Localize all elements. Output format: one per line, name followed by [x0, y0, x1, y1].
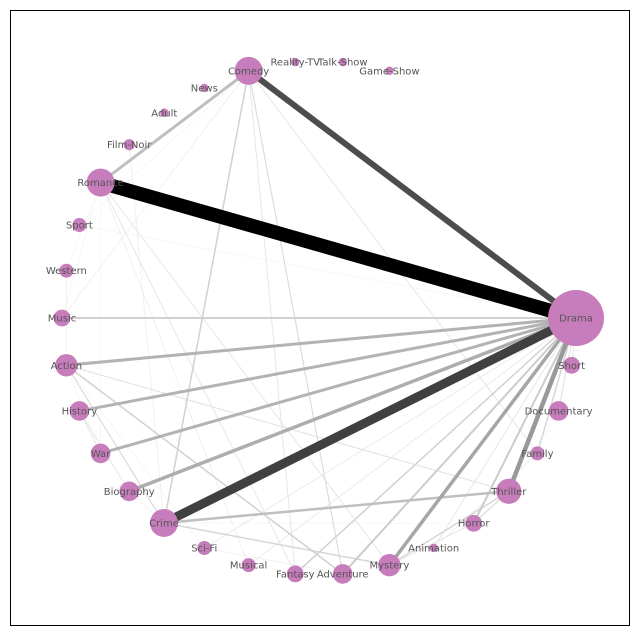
edge-drama-history	[79, 316, 577, 413]
edge-drama-comedy	[246, 68, 578, 321]
node-romance	[86, 168, 115, 197]
node-label-news: News	[191, 84, 218, 95]
node-history	[69, 401, 90, 421]
node-animation	[429, 543, 438, 553]
edge-drama-animation	[433, 317, 577, 549]
edge-drama-biography	[128, 316, 577, 493]
node-label-short: Short	[558, 361, 585, 372]
edge-drama-adventure	[342, 317, 577, 575]
node-label-drama: Drama	[559, 314, 593, 325]
edge-romance-mystery	[100, 182, 390, 566]
node-reality-tv	[291, 57, 300, 67]
node-drama	[548, 290, 604, 346]
node-label-horror: Horror	[458, 519, 491, 530]
node-label-music: Music	[48, 314, 76, 325]
edge-romance-comedy	[99, 69, 250, 184]
node-label-thriller: Thriller	[490, 487, 527, 498]
edge-comedy-adventure	[248, 70, 344, 575]
node-label-action: Action	[51, 361, 82, 372]
node-label-biography: Biography	[104, 487, 155, 498]
node-label-game-show: Game-Show	[359, 66, 419, 77]
node-label-romance: Romance	[77, 178, 123, 189]
label-layer: Drama Short Documentary Family Thriller Horro…	[46, 58, 593, 581]
edge-drama-war	[100, 316, 577, 455]
edge-layer	[61, 68, 579, 575]
node-label-reality-tv: Reality-TV	[270, 58, 320, 69]
edge-drama-mystery	[388, 316, 578, 567]
node-horror	[465, 514, 483, 532]
edge-crime-film-noir	[128, 144, 165, 524]
edge-crime-comedy	[163, 70, 250, 524]
node-fantasy	[286, 565, 304, 583]
edge-drama-fantasy	[294, 317, 577, 575]
node-label-sci-fi: Sci-Fi	[191, 543, 217, 554]
node-talk-show	[338, 57, 347, 67]
edge-sport-comedy	[79, 70, 249, 226]
edge-drama-romance	[98, 175, 578, 325]
node-adult	[160, 108, 169, 117]
edge-drama-horror	[472, 317, 577, 524]
node-label-animation: Animation	[408, 543, 459, 554]
node-game-show	[385, 66, 394, 76]
node-mystery	[378, 553, 401, 577]
node-label-adventure: Adventure	[317, 569, 369, 580]
node-crime	[149, 508, 178, 537]
node-action	[55, 354, 78, 377]
node-adventure	[332, 564, 353, 584]
edge-drama-crime	[161, 313, 579, 528]
edge-mystery-thriller	[389, 490, 510, 566]
node-biography	[119, 481, 140, 502]
node-short	[563, 356, 581, 374]
node-musical	[241, 558, 256, 573]
node-war	[90, 443, 111, 464]
edge-drama-thriller	[506, 317, 579, 493]
node-label-fantasy: Fantasy	[276, 569, 315, 580]
edge-sci-fi-adventure	[204, 547, 343, 575]
node-news	[200, 83, 209, 93]
node-thriller	[496, 478, 522, 504]
node-label-talk-show: Talk-Show	[317, 58, 368, 69]
node-label-war: War	[91, 449, 111, 460]
edge-romance-musical	[100, 182, 249, 566]
node-music	[53, 309, 71, 327]
edge-drama-sci-fi	[204, 317, 577, 549]
node-label-sport: Sport	[66, 221, 93, 232]
node-western	[59, 263, 74, 278]
node-family	[530, 446, 545, 461]
node-sci-fi	[197, 540, 212, 555]
edge-sport-drama	[79, 224, 577, 319]
edge-crime-action	[65, 364, 165, 524]
edge-drama-musical	[248, 317, 577, 566]
node-label-family: Family	[521, 449, 553, 460]
edge-horror-mystery	[389, 522, 474, 566]
edge-crime-mystery	[163, 522, 390, 566]
node-label-film-noir: Film-Noir	[107, 140, 152, 151]
node-label-adult: Adult	[151, 108, 177, 119]
node-layer	[53, 56, 604, 584]
node-label-history: History	[62, 406, 98, 417]
node-comedy	[234, 56, 263, 85]
edge-drama-action	[66, 316, 577, 367]
node-documentary	[548, 401, 569, 421]
edge-action-adventure	[65, 364, 344, 575]
node-label-musical: Musical	[230, 561, 267, 572]
node-label-documentary: Documentary	[525, 406, 593, 417]
node-label-comedy: Comedy	[228, 66, 269, 77]
edge-romance-fantasy	[100, 182, 296, 575]
node-film-noir	[123, 139, 135, 151]
node-label-mystery: Mystery	[369, 561, 409, 572]
node-label-crime: Crime	[149, 518, 179, 529]
edge-comedy-fantasy	[248, 70, 296, 574]
edge-crime-thriller	[163, 490, 509, 525]
node-label-western: Western	[46, 266, 87, 277]
edge-music-romance	[61, 182, 101, 319]
node-sport	[72, 218, 87, 233]
